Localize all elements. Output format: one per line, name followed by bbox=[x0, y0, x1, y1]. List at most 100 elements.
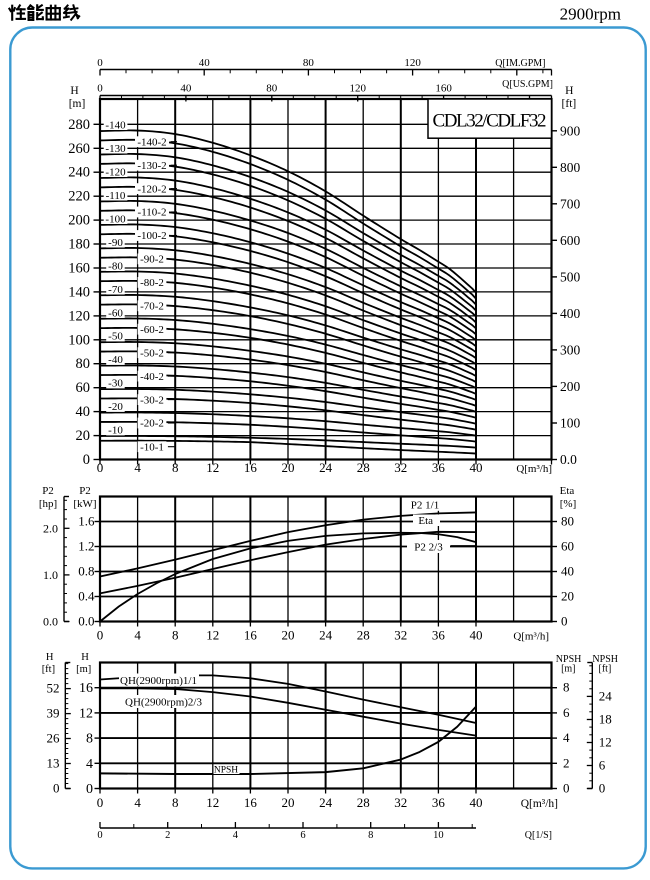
svg-text:8: 8 bbox=[563, 680, 570, 695]
svg-text:20: 20 bbox=[282, 795, 295, 810]
svg-text:80: 80 bbox=[561, 514, 574, 529]
svg-text:-120: -120 bbox=[105, 166, 126, 178]
svg-text:16: 16 bbox=[244, 795, 258, 810]
svg-text:18: 18 bbox=[599, 712, 612, 727]
svg-text:220: 220 bbox=[68, 189, 90, 205]
svg-text:36: 36 bbox=[432, 795, 446, 810]
svg-text:24: 24 bbox=[319, 460, 333, 475]
svg-text:-60: -60 bbox=[108, 307, 123, 319]
svg-text:260: 260 bbox=[68, 141, 90, 157]
svg-text:-50-2: -50-2 bbox=[140, 347, 164, 359]
svg-text:160: 160 bbox=[68, 261, 90, 277]
svg-text:280: 280 bbox=[68, 117, 90, 133]
svg-text:0: 0 bbox=[97, 628, 104, 643]
svg-text:H: H bbox=[565, 85, 573, 97]
svg-text:-10-1: -10-1 bbox=[140, 441, 164, 453]
svg-text:QH(2900rpm)1/1: QH(2900rpm)1/1 bbox=[120, 675, 197, 687]
svg-text:4: 4 bbox=[134, 795, 141, 810]
svg-text:28: 28 bbox=[357, 795, 370, 810]
svg-text:140: 140 bbox=[68, 284, 90, 300]
svg-text:-90: -90 bbox=[108, 237, 123, 249]
svg-text:800: 800 bbox=[560, 160, 581, 175]
svg-text:32: 32 bbox=[394, 628, 407, 643]
svg-text:P2: P2 bbox=[79, 485, 91, 497]
svg-text:24: 24 bbox=[599, 688, 613, 703]
svg-text:36: 36 bbox=[432, 628, 446, 643]
svg-text:0: 0 bbox=[53, 781, 60, 796]
svg-text:P2 1/1: P2 1/1 bbox=[411, 499, 439, 511]
svg-text:0.8: 0.8 bbox=[78, 564, 94, 579]
svg-text:4: 4 bbox=[233, 830, 239, 841]
svg-text:P2 2/3: P2 2/3 bbox=[414, 542, 443, 554]
svg-text:40: 40 bbox=[76, 404, 91, 420]
svg-text:300: 300 bbox=[560, 342, 581, 357]
svg-text:-110-2: -110-2 bbox=[138, 207, 167, 219]
svg-text:32: 32 bbox=[394, 460, 407, 475]
svg-text:0.0: 0.0 bbox=[560, 452, 577, 467]
svg-text:120: 120 bbox=[404, 57, 421, 69]
svg-text:-140: -140 bbox=[105, 119, 126, 131]
svg-text:-100-2: -100-2 bbox=[137, 230, 166, 242]
svg-text:6: 6 bbox=[300, 830, 305, 841]
svg-text:20: 20 bbox=[282, 628, 295, 643]
svg-text:0: 0 bbox=[561, 614, 568, 629]
svg-text:1.0: 1.0 bbox=[43, 568, 58, 582]
svg-text:-30-2: -30-2 bbox=[140, 394, 164, 406]
svg-text:4: 4 bbox=[563, 730, 570, 745]
svg-text:0: 0 bbox=[97, 795, 104, 810]
svg-text:36: 36 bbox=[432, 460, 446, 475]
svg-text:H: H bbox=[81, 652, 89, 663]
svg-text:6: 6 bbox=[563, 705, 570, 720]
svg-text:28: 28 bbox=[357, 460, 370, 475]
svg-text:NPSH: NPSH bbox=[556, 654, 582, 665]
svg-text:400: 400 bbox=[560, 306, 581, 321]
svg-text:160: 160 bbox=[435, 83, 452, 95]
svg-text:24: 24 bbox=[319, 795, 333, 810]
svg-text:12: 12 bbox=[599, 735, 612, 750]
svg-text:[m]: [m] bbox=[69, 98, 86, 110]
svg-text:[ft]: [ft] bbox=[599, 664, 612, 675]
svg-text:16: 16 bbox=[79, 681, 93, 696]
svg-text:52: 52 bbox=[47, 681, 60, 696]
svg-text:-110: -110 bbox=[106, 190, 126, 202]
svg-text:600: 600 bbox=[560, 233, 581, 248]
svg-text:40: 40 bbox=[470, 795, 483, 810]
svg-text:Q[m³/h]: Q[m³/h] bbox=[513, 631, 549, 643]
svg-text:-20-2: -20-2 bbox=[140, 418, 164, 430]
svg-text:1.2: 1.2 bbox=[78, 539, 94, 554]
svg-text:H: H bbox=[46, 652, 54, 663]
svg-text:6: 6 bbox=[599, 758, 606, 773]
svg-text:-60-2: -60-2 bbox=[140, 324, 164, 336]
svg-text:[kW]: [kW] bbox=[73, 498, 96, 510]
svg-text:12: 12 bbox=[79, 706, 93, 721]
svg-text:200: 200 bbox=[560, 379, 581, 394]
svg-text:-80-2: -80-2 bbox=[140, 277, 164, 289]
svg-text:-80: -80 bbox=[108, 260, 123, 272]
svg-text:40: 40 bbox=[561, 564, 574, 579]
svg-text:8: 8 bbox=[368, 830, 373, 841]
svg-text:-130: -130 bbox=[105, 143, 126, 155]
svg-text:0: 0 bbox=[97, 460, 104, 475]
svg-text:0.4: 0.4 bbox=[78, 589, 95, 604]
svg-text:28: 28 bbox=[357, 628, 370, 643]
svg-text:60: 60 bbox=[561, 539, 574, 554]
svg-text:CDL32/CDLF32: CDL32/CDLF32 bbox=[433, 111, 547, 132]
svg-text:10: 10 bbox=[433, 830, 444, 841]
svg-text:Q[1/S]: Q[1/S] bbox=[525, 830, 552, 841]
svg-text:[m]: [m] bbox=[561, 664, 575, 675]
svg-text:NPSH: NPSH bbox=[214, 765, 238, 775]
svg-text:Eta: Eta bbox=[418, 515, 433, 527]
svg-text:120: 120 bbox=[68, 308, 90, 324]
svg-text:-90-2: -90-2 bbox=[140, 254, 164, 266]
svg-text:180: 180 bbox=[68, 237, 90, 253]
svg-text:-140-2: -140-2 bbox=[137, 136, 166, 148]
svg-text:100: 100 bbox=[560, 416, 581, 431]
svg-text:Q[m³/h]: Q[m³/h] bbox=[521, 798, 558, 810]
svg-text:-20: -20 bbox=[108, 401, 123, 413]
svg-text:20: 20 bbox=[561, 589, 574, 604]
svg-text:13: 13 bbox=[47, 756, 60, 771]
svg-text:[ft]: [ft] bbox=[562, 98, 577, 110]
svg-text:Eta: Eta bbox=[560, 485, 575, 497]
svg-text:-130-2: -130-2 bbox=[137, 160, 166, 172]
svg-text:32: 32 bbox=[394, 795, 407, 810]
